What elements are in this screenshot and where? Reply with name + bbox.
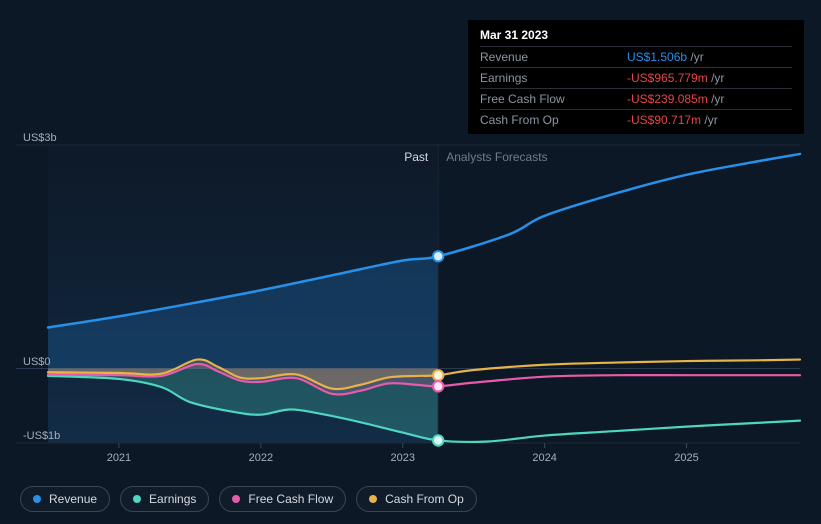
financials-chart: Mar 31 2023 RevenueUS$1.506b /yrEarnings… (0, 0, 821, 524)
tooltip-row: Earnings-US$965.779m /yr (480, 68, 792, 89)
tooltip-metric-label: Revenue (480, 47, 619, 68)
legend-label: Cash From Op (385, 492, 464, 506)
tooltip-metric-label: Earnings (480, 68, 619, 89)
legend-dot-icon (369, 495, 377, 503)
x-axis-label: 2021 (107, 452, 131, 464)
legend-dot-icon (33, 495, 41, 503)
legend-label: Earnings (149, 492, 196, 506)
y-axis-label: US$0 (23, 356, 51, 368)
legend-dot-icon (232, 495, 240, 503)
tooltip-metric-value: -US$965.779m /yr (619, 68, 792, 89)
tooltip-row: Free Cash Flow-US$239.085m /yr (480, 89, 792, 110)
tooltip-metric-label: Free Cash Flow (480, 89, 619, 110)
legend-item-revenue[interactable]: Revenue (20, 486, 110, 512)
tooltip-row: Cash From Op-US$90.717m /yr (480, 110, 792, 131)
tooltip-table: RevenueUS$1.506b /yrEarnings-US$965.779m… (480, 46, 792, 130)
x-axis-label: 2024 (532, 452, 556, 464)
tooltip-metric-label: Cash From Op (480, 110, 619, 131)
y-axis-label: US$3b (23, 132, 57, 144)
chart-tooltip: Mar 31 2023 RevenueUS$1.506b /yrEarnings… (468, 20, 804, 134)
legend: Revenue Earnings Free Cash Flow Cash From O… (20, 486, 477, 512)
legend-item-earnings[interactable]: Earnings (120, 486, 209, 512)
tooltip-metric-value: -US$239.085m /yr (619, 89, 792, 110)
tooltip-metric-value: -US$90.717m /yr (619, 110, 792, 131)
y-axis-label: -US$1b (23, 430, 60, 442)
tooltip-metric-value: US$1.506b /yr (619, 47, 792, 68)
legend-item-fcf[interactable]: Free Cash Flow (219, 486, 346, 512)
legend-label: Free Cash Flow (248, 492, 333, 506)
past-region-label: Past (404, 150, 428, 164)
forecast-region-label: Analysts Forecasts (446, 150, 547, 164)
legend-item-cfo[interactable]: Cash From Op (356, 486, 477, 512)
x-axis-label: 2022 (249, 452, 273, 464)
x-axis-label: 2023 (390, 452, 414, 464)
tooltip-date: Mar 31 2023 (480, 28, 792, 46)
legend-label: Revenue (49, 492, 97, 506)
legend-dot-icon (133, 495, 141, 503)
x-axis-label: 2025 (674, 452, 698, 464)
tooltip-row: RevenueUS$1.506b /yr (480, 47, 792, 68)
